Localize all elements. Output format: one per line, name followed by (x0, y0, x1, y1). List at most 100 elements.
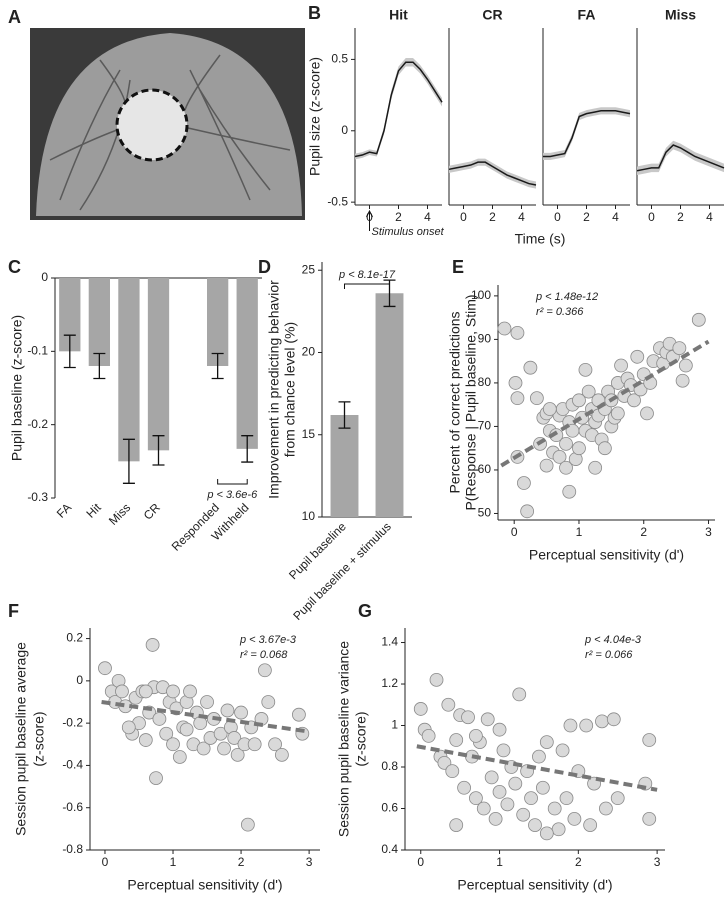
data-point (539, 735, 554, 750)
y-axis-label: P(Response | Pupil baseline, Stim) (463, 294, 479, 510)
x-tick-label: FA (54, 500, 74, 520)
bar (88, 278, 111, 366)
data-point (449, 818, 464, 833)
bar (206, 278, 229, 366)
data-point (672, 341, 687, 356)
error-bar (338, 401, 351, 429)
y-tick-label: 25 (302, 262, 316, 276)
y-tick-label: 0 (341, 123, 348, 137)
data-point (516, 807, 531, 822)
y-axis-label: Pupil baseline (z-score) (9, 315, 25, 461)
line (543, 110, 631, 158)
panel-label: G (358, 601, 372, 621)
data-point (535, 780, 550, 795)
y-tick-label: 0 (41, 270, 48, 284)
data-point (461, 710, 475, 725)
data-point (247, 737, 262, 752)
y-tick-label: -0.6 (62, 800, 83, 814)
x-tick-label: 0 (511, 525, 518, 539)
y-axis-label: Pupil size (z-score) (307, 57, 323, 176)
x-tick-label: CR (141, 500, 163, 522)
bar (118, 278, 140, 462)
data-point (559, 460, 573, 475)
x-tick-label: 2 (640, 525, 647, 539)
x-tick-label: 2 (677, 210, 684, 224)
data-point (159, 726, 174, 741)
panel-title: FA (578, 7, 596, 23)
error-bar (122, 438, 135, 484)
x-axis-label: Perceptual sensitivity (d') (127, 877, 282, 893)
y-tick-label: -0.1 (27, 344, 48, 358)
y-tick-label: 1.4 (381, 635, 398, 649)
data-point (675, 373, 690, 388)
error-bar (211, 352, 224, 380)
panel-title: Hit (389, 7, 408, 23)
x-tick-label: 4 (424, 210, 431, 224)
data-point (445, 764, 460, 779)
x-tick-label: 2 (489, 210, 496, 224)
data-point (559, 436, 573, 451)
stat-annotation: p < 4.04e-3 (584, 634, 642, 646)
data-point (441, 697, 456, 712)
y-tick-label: 80 (478, 375, 492, 389)
data-point (597, 441, 612, 456)
bar (59, 278, 81, 352)
data-point (595, 714, 609, 729)
data-point (292, 707, 306, 722)
data-point (529, 391, 544, 406)
data-point (476, 801, 491, 816)
y-tick-label: 50 (478, 506, 492, 520)
error-bar (93, 352, 106, 380)
data-point (274, 747, 289, 762)
data-point (523, 360, 538, 375)
y-axis-label: (z-score) (31, 711, 47, 766)
data-point (98, 661, 112, 676)
x-axis-label: Perceptual sensitivity (d') (457, 877, 612, 893)
data-point (261, 695, 276, 709)
pupil-outline (115, 88, 189, 162)
x-tick-label: 2 (583, 210, 590, 224)
panel-title: Miss (665, 7, 696, 23)
significance-bracket (344, 283, 390, 289)
data-point (551, 822, 566, 837)
data-point (480, 712, 495, 727)
trend-line (101, 700, 310, 734)
bar (330, 415, 359, 517)
y-tick-label: -0.2 (62, 715, 83, 729)
data-point (559, 791, 574, 806)
line (636, 144, 725, 172)
y-tick-label: 90 (478, 332, 492, 346)
data-point (145, 638, 160, 652)
data-point (217, 741, 231, 756)
data-point (497, 321, 512, 336)
x-tick-label: 0 (648, 210, 655, 224)
x-tick-label: Hit (83, 500, 104, 521)
panel-label: D (258, 257, 271, 277)
data-point (532, 749, 546, 764)
x-tick-label: 3 (306, 855, 313, 869)
data-point (510, 391, 525, 406)
data-point (563, 718, 578, 733)
data-point (183, 684, 197, 699)
error-band (449, 158, 536, 189)
data-point (517, 476, 531, 490)
panel-label: F (8, 601, 19, 621)
eye-image (30, 28, 305, 220)
stat-annotation: r² = 0.366 (536, 306, 584, 318)
y-tick-label: -0.8 (62, 842, 83, 856)
data-point (524, 791, 538, 806)
data-point (413, 702, 428, 716)
data-point (567, 811, 582, 826)
data-point (508, 776, 523, 791)
data-point (581, 384, 596, 399)
data-point (572, 441, 586, 456)
x-tick-label: 0 (554, 210, 561, 224)
data-point (484, 770, 499, 785)
line (448, 161, 537, 186)
y-axis-label: Session pupil baseline average (13, 642, 29, 836)
data-point (492, 722, 507, 737)
significance-label: p < 8.1e-17 (338, 269, 396, 281)
data-point (449, 733, 464, 747)
data-point (547, 801, 562, 816)
y-tick-label: 100 (471, 288, 491, 302)
